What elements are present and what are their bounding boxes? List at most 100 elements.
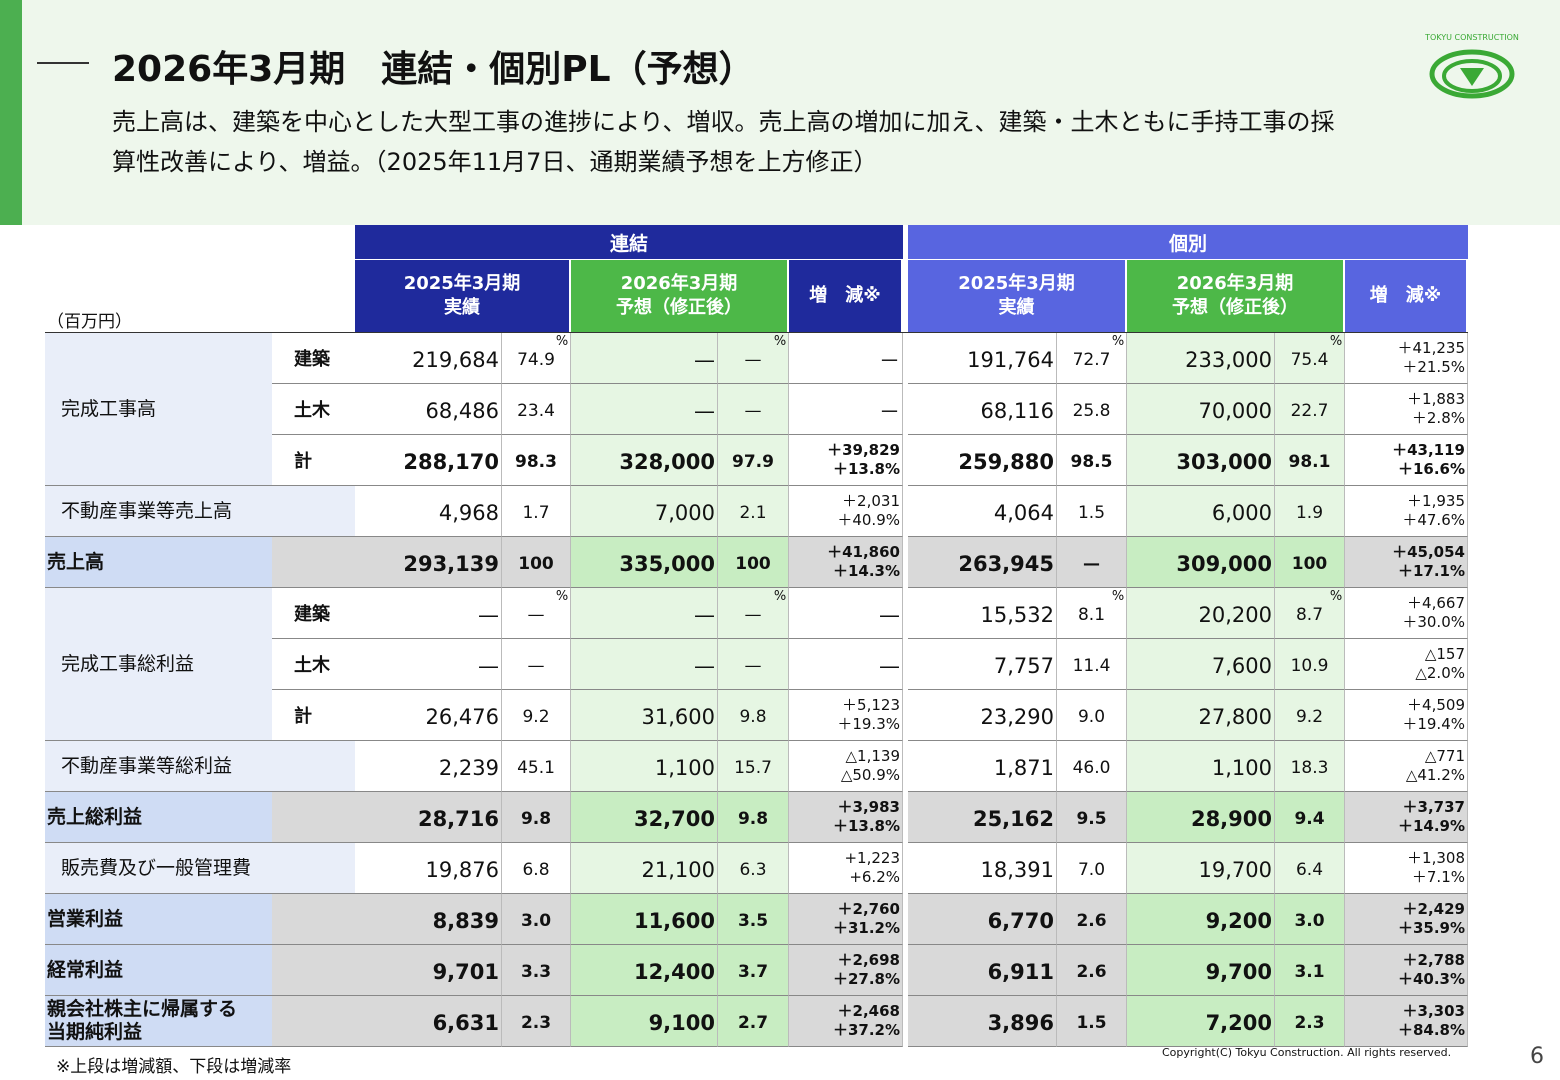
row-label: 親会社株主に帰属する 当期純利益: [45, 996, 355, 1047]
percent-cell: 9.2: [502, 690, 571, 741]
row-label-line: 営業利益: [47, 907, 124, 930]
diff-cell: ＋5,123 ＋19.3%: [789, 690, 903, 741]
accent-bar: [0, 0, 22, 225]
value-cell: 233,000: [1127, 333, 1275, 384]
percent-cell: 98.1: [1275, 435, 1345, 486]
diff-cell: －: [789, 384, 903, 435]
diff-rate: △41.2%: [1405, 766, 1465, 784]
diff-cell: ＋3,983 ＋13.8%: [789, 792, 903, 843]
value-cell: —: [571, 588, 718, 639]
diff-amount: △157: [1424, 645, 1465, 663]
diff-cell: ＋2,429 ＋35.9%: [1345, 894, 1468, 945]
diff-amount: ＋3,983: [837, 798, 900, 816]
percent-cell: 2.1: [718, 486, 789, 537]
page-number: 6: [1530, 1044, 1544, 1069]
percent-cell: 72.7: [1057, 333, 1127, 384]
value-cell: 15,532: [908, 588, 1057, 639]
percent-cell: —: [1057, 537, 1127, 588]
percent-cell: 98.5: [1057, 435, 1127, 486]
percent-cell: —: [718, 384, 789, 435]
percent-mark: %: [555, 589, 569, 603]
diff-cell: ＋2,468 ＋37.2%: [789, 996, 903, 1047]
value-cell: 9,700: [1127, 945, 1275, 996]
diff-cell: ＋4,509 ＋19.4%: [1345, 690, 1468, 741]
diff-amount: ＋1,308: [1407, 849, 1465, 867]
value-cell: 2,239: [355, 741, 502, 792]
value-cell: 309,000: [1127, 537, 1275, 588]
value-cell: 11,600: [571, 894, 718, 945]
column-header-line: 増 減※: [809, 285, 881, 306]
diff-cell: ＋2,031 ＋40.9%: [789, 486, 903, 537]
diff-rate: +6.2%: [849, 868, 900, 886]
column-header: 2026年3月期 予想（修正後）: [571, 260, 789, 332]
diff-amount: △771: [1424, 747, 1465, 765]
percent-cell: 3.0: [1275, 894, 1345, 945]
percent-cell: 9.5: [1057, 792, 1127, 843]
description-line: 売上高は、建築を中心とした大型工事の進捗により、増収。売上高の増加に加え、建築・…: [112, 108, 1335, 136]
copyright: Copyright(C) Tokyu Construction. All rig…: [1162, 1046, 1452, 1059]
percent-cell: —: [502, 588, 571, 639]
column-header-line: 2025年3月期: [403, 273, 521, 294]
header-rule: [45, 332, 1468, 333]
row-label-line: 完成工事総利益: [61, 652, 195, 675]
percent-mark: %: [773, 334, 787, 348]
diff-amount: ＋41,235: [1397, 339, 1466, 357]
percent-cell: 22.7: [1275, 384, 1345, 435]
value-cell: 4,968: [355, 486, 502, 537]
column-header-line: 予想（修正後）: [1172, 297, 1298, 318]
percent-cell: 74.9: [502, 333, 571, 384]
percent-cell: 3.0: [502, 894, 571, 945]
value-cell: 23,290: [908, 690, 1057, 741]
column-header-line: 予想（修正後）: [616, 297, 742, 318]
diff-rate: ＋21.5%: [1402, 358, 1465, 376]
diff-rate: △50.9%: [840, 766, 900, 784]
percent-cell: 100: [502, 537, 571, 588]
diff-cell: ＋43,119 ＋16.6%: [1345, 435, 1468, 486]
percent-cell: 9.8: [718, 690, 789, 741]
diff-rate: ＋14.9%: [1397, 817, 1465, 835]
row-label: 経常利益: [45, 945, 355, 996]
row-label: 売上総利益: [45, 792, 355, 843]
percent-cell: 3.3: [502, 945, 571, 996]
percent-cell: 8.1: [1057, 588, 1127, 639]
percent-cell: 3.1: [1275, 945, 1345, 996]
diff-cell: △1,139 △50.9%: [789, 741, 903, 792]
percent-cell: 2.7: [718, 996, 789, 1047]
percent-cell: 97.9: [718, 435, 789, 486]
value-cell: 328,000: [571, 435, 718, 486]
diff-cell: －: [789, 333, 903, 384]
percent-mark: %: [1111, 589, 1125, 603]
diff-rate: ＋2.8%: [1411, 409, 1465, 427]
row-label: 完成工事総利益: [45, 588, 272, 741]
diff-rate: ＋13.8%: [832, 460, 900, 478]
value-cell: 288,170: [355, 435, 502, 486]
value-cell: 4,064: [908, 486, 1057, 537]
percent-cell: 100: [718, 537, 789, 588]
value-cell: 8,839: [355, 894, 502, 945]
row-label: 営業利益: [45, 894, 355, 945]
diff-amount: ＋2,760: [837, 900, 900, 918]
diff-amount: ＋5,123: [842, 696, 900, 714]
column-header-line: 増 減※: [1369, 285, 1442, 306]
diff-rate: ＋7.1%: [1411, 868, 1465, 886]
percent-cell: 15.7: [718, 741, 789, 792]
diff-rate: ＋17.1%: [1397, 562, 1465, 580]
diff-cell: ＋2,788 ＋40.3%: [1345, 945, 1468, 996]
diff-amount: ＋45,054: [1392, 543, 1465, 561]
row-label: 完成工事高: [45, 333, 272, 486]
row-label-line: 販売費及び一般管理費: [61, 856, 252, 879]
diff-rate: ＋40.3%: [1397, 970, 1465, 988]
percent-cell: 6.3: [718, 843, 789, 894]
percent-cell: —: [502, 639, 571, 690]
diff-cell: ＋45,054 ＋17.1%: [1345, 537, 1468, 588]
diff-rate: △2.0%: [1415, 664, 1465, 682]
percent-cell: 6.4: [1275, 843, 1345, 894]
percent-cell: 1.9: [1275, 486, 1345, 537]
percent-cell: 2.6: [1057, 945, 1127, 996]
diff-amount: ＋39,829: [827, 441, 900, 459]
value-cell: 6,631: [355, 996, 502, 1047]
value-cell: 6,000: [1127, 486, 1275, 537]
percent-cell: 98.3: [502, 435, 571, 486]
diff-rate: ＋37.2%: [832, 1021, 900, 1039]
